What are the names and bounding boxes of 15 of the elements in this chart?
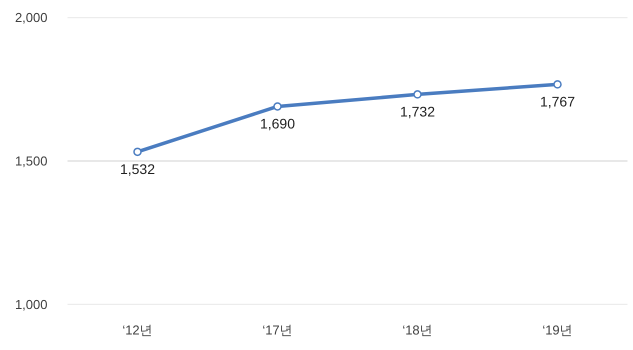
data-label: 1,732	[400, 103, 436, 120]
y-tick-label: 1,500	[14, 154, 48, 168]
x-tick-label: ‘17년	[262, 322, 293, 338]
y-tick-label: 1,000	[14, 297, 48, 312]
x-tick-label: ‘19년	[542, 322, 573, 338]
point	[273, 102, 282, 111]
x-tick-label: ‘12년	[122, 322, 153, 338]
point	[133, 148, 142, 156]
data-label: 1,767	[540, 93, 576, 110]
point	[553, 80, 562, 89]
x-tick-label: ‘18년	[402, 322, 433, 338]
data-label: 1,690	[260, 115, 296, 132]
point	[413, 90, 422, 99]
y-tick-label: 2,000	[14, 10, 48, 25]
data-label: 1,532	[120, 160, 156, 177]
